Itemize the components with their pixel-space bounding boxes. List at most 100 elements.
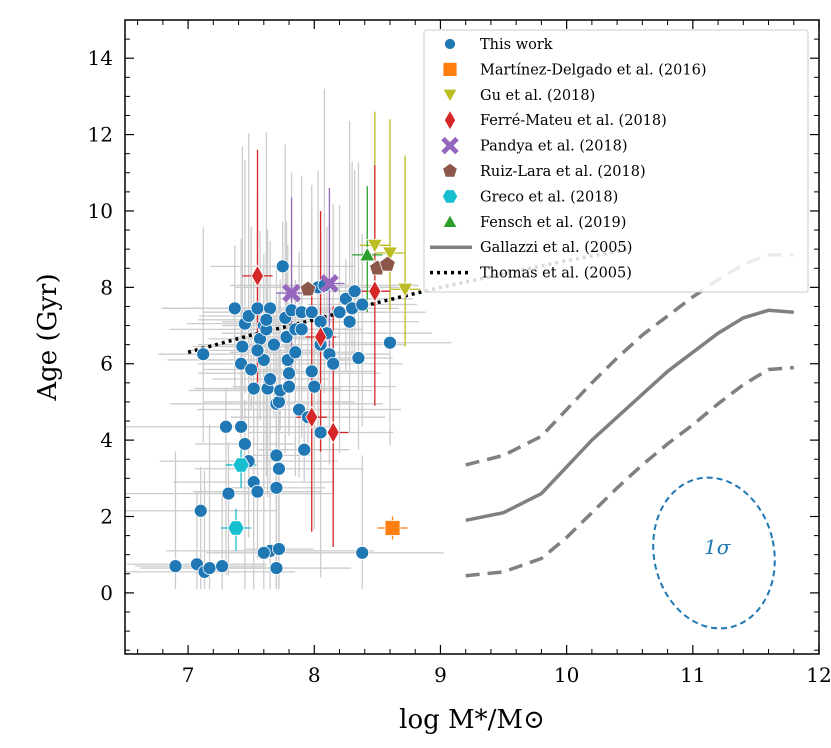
this-work-point [219,419,233,434]
legend-box [423,29,809,293]
gallazzi-lower-line [465,365,794,578]
this-work-point [269,448,284,463]
y-tick-label: 12 [88,123,113,147]
this-work-point [266,337,281,352]
this-work-point [297,442,312,457]
y-tick-labels: 0 2 4 6 8 10 12 14 [88,46,113,605]
this-work-point [263,372,278,386]
legend-label: Gallazzi et al. (2005) [480,240,632,256]
legend-marker-fensch [442,213,458,228]
plot-frame [124,19,820,655]
this-work-point [272,395,286,409]
x-tick-label: 10 [554,663,579,687]
y-axis-title: Age (Gyr) [33,273,63,401]
ruiz-point [299,280,317,297]
y-tick-label: 8 [100,275,113,299]
x-tick-label: 7 [182,663,195,687]
y-tick-label: 4 [100,428,113,452]
legend-label: Pandya et al. (2018) [480,139,628,155]
legend-label: Greco et al. (2018) [480,189,618,205]
this-work-point [294,322,309,337]
this-work-point [168,559,183,574]
this-work-point [304,305,319,320]
this-work-point [307,379,322,394]
legend-marker-gu [442,88,458,103]
this-work-point [256,353,271,367]
this-work-point [355,297,370,312]
this-work-point [196,347,211,362]
x-tick-label: 9 [434,663,447,687]
legend-label: Ruiz-Lara et al. (2018) [480,164,646,180]
this-work-point [263,301,278,316]
this-work-point [332,305,347,320]
this-work-point [351,351,366,365]
this-work-point [215,559,230,574]
legend-label: This work [480,37,553,53]
this-work-point [241,309,256,323]
this-work-point [272,542,286,556]
ferre-point [326,421,340,444]
gallazzi-upper-line [465,253,794,467]
this-work-point [279,330,294,344]
ferre-point [368,279,382,303]
this-work-point [256,545,271,560]
this-work-point [347,284,362,299]
greco-point [227,520,245,536]
this-work-point [282,379,296,394]
this-work-point [338,291,353,306]
ferre-point [314,325,328,349]
legend-marker-martinez [442,62,458,77]
greco-point [232,457,250,473]
legend-label: Thomas et al. (2005) [480,266,632,282]
ferre-point [251,264,264,288]
x-axis-title: log M*/M⊙ [399,705,545,735]
this-work-point [244,362,259,377]
this-work-point [326,356,341,371]
legend-label: Ferré-Mateu et al. (2018) [480,113,667,129]
x-tick-label: 12 [806,663,831,687]
this-work-point [282,366,296,381]
legend-marker-greco [441,189,459,204]
legend-marker-this_work [444,38,456,50]
fensch-point [359,246,376,262]
this-work-point [250,343,265,358]
legend-label: Martínez-Delgado et al. (2016) [480,62,706,78]
y-tick-label: 0 [100,581,113,605]
x-tick-label: 8 [308,663,321,687]
this-work-point [313,425,328,440]
this-work-point [237,437,252,451]
this-work-point [250,484,265,499]
gallazzi-median-line [465,308,794,523]
this-work-point [227,301,242,316]
this-work-point [269,561,284,575]
y-tick-label: 14 [88,46,113,70]
pandya-point [320,274,339,293]
this-work-point [292,402,307,417]
y-tick-label: 6 [100,352,113,376]
y-tick-label: 2 [100,505,113,529]
this-work-point [304,364,319,379]
legend-label: Fensch et al. (2019) [480,215,626,231]
this-work-point [250,301,265,316]
this-work-point [342,314,357,329]
gu-point [396,282,414,298]
x-tick-label: 11 [680,663,705,687]
gu-point [366,238,384,254]
legend-marker-ruiz [442,162,458,178]
gu-point [381,246,399,262]
axis-ticks [125,20,820,654]
this-work-point [235,339,250,354]
this-work-point [383,335,397,350]
this-work-point [193,503,208,518]
this-work-point [272,461,286,476]
this-work-point [234,419,248,434]
ferre-point [305,405,319,429]
points-layer [168,238,414,579]
this-work-point [246,381,261,396]
this-work-point [269,480,284,495]
martinez-point [384,520,401,536]
this-work-point [275,259,290,274]
this-work-point [355,545,370,560]
this-work-point [259,312,274,327]
